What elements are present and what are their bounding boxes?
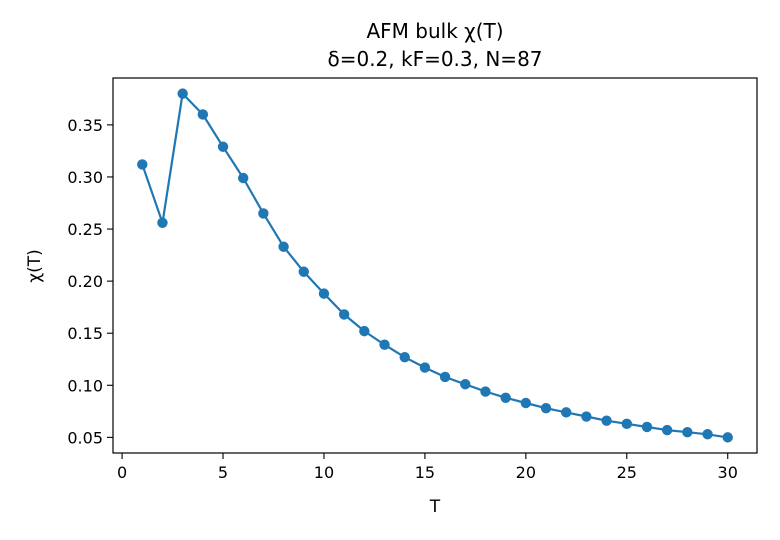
data-point	[540, 403, 552, 414]
data-point	[722, 432, 733, 443]
y-tick-label: 0.05	[67, 428, 103, 447]
data-point	[641, 421, 653, 433]
data-point	[157, 217, 168, 228]
y-tick-label: 0.20	[67, 272, 103, 291]
data-point	[460, 379, 471, 390]
x-tick-label: 5	[218, 463, 228, 482]
data-point	[298, 266, 309, 277]
data-point	[480, 386, 491, 397]
x-tick-label: 20	[516, 463, 536, 482]
data-point	[278, 241, 289, 252]
y-tick-label: 0.15	[67, 324, 103, 343]
chart-subtitle: δ=0.2, kF=0.3, N=87	[327, 47, 542, 71]
data-point	[137, 159, 148, 170]
y-tick-label: 0.25	[67, 220, 103, 239]
data-point	[561, 407, 572, 418]
data-point	[520, 397, 532, 409]
y-axis-label: χ(T)	[25, 249, 45, 282]
y-tick-label: 0.30	[67, 168, 103, 187]
data-point	[661, 424, 673, 436]
y-axis: 0.05 0.10 0.15 0.20 0.25 0.30 0.35	[67, 116, 113, 447]
data-point	[258, 208, 269, 219]
data-point	[197, 109, 209, 120]
data-point	[439, 371, 451, 383]
y-tick-label: 0.35	[67, 116, 103, 135]
x-tick-label: 10	[314, 463, 334, 482]
data-point	[217, 141, 229, 152]
y-tick-label: 0.10	[67, 376, 103, 395]
data-point	[702, 429, 713, 440]
x-tick-label: 0	[117, 463, 127, 482]
x-axis: 0 5 10 15 20 25 30	[117, 453, 738, 482]
x-tick-label: 15	[415, 463, 435, 482]
data-point	[338, 309, 350, 320]
data-point	[500, 392, 511, 403]
data-point	[318, 288, 330, 299]
data-point	[177, 88, 188, 99]
x-tick-label: 25	[617, 463, 637, 482]
axes-frame	[112, 77, 758, 454]
x-axis-label: T	[429, 497, 441, 517]
plot-area	[137, 88, 733, 443]
data-point	[621, 418, 632, 430]
data-point	[379, 339, 390, 350]
chart-title: AFM bulk χ(T)	[366, 19, 503, 43]
data-point	[419, 362, 431, 373]
data-point	[359, 325, 370, 337]
data-point	[601, 415, 612, 426]
data-point	[682, 426, 693, 438]
data-point	[581, 411, 592, 422]
data-point	[399, 351, 410, 363]
data-point	[238, 172, 249, 184]
x-tick-label: 30	[718, 463, 738, 482]
